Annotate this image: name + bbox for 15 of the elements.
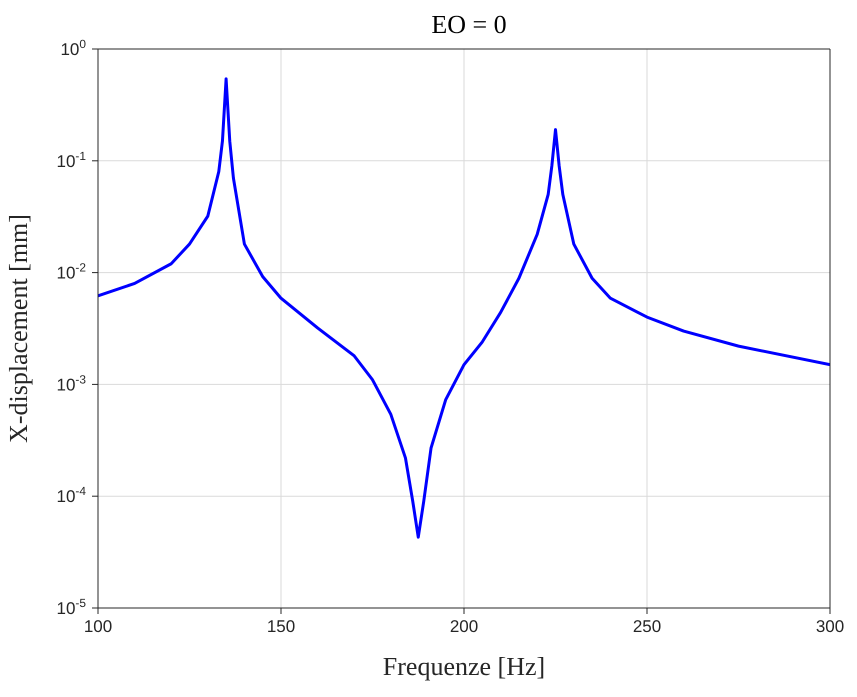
y-tick-label: 10$^{-4}$ [56, 484, 86, 506]
x-tick-label: 150 [266, 617, 296, 636]
chart-title: EO = 0 [430, 10, 508, 40]
x-tick-label: 300 [816, 617, 844, 636]
y-tick-label: 10$^{-3}$ [56, 372, 86, 394]
y-tick-label: 10$^{-2}$ [56, 260, 86, 283]
x-tick-label: 200 [450, 617, 478, 636]
y-tick-label: 10$^{-1}$ [56, 148, 86, 171]
y-tick-label: 10$^{-5}$ [56, 596, 86, 618]
y-tick-label: 10$^{0}$ [60, 37, 86, 59]
y-axis-title: X-displacement [mm] [4, 214, 34, 443]
x-tick-label: 250 [632, 617, 662, 636]
x-axis-title: Frequenze [Hz] [382, 652, 546, 681]
x-tick-label: 100 [84, 617, 112, 636]
line-series [98, 77, 830, 539]
